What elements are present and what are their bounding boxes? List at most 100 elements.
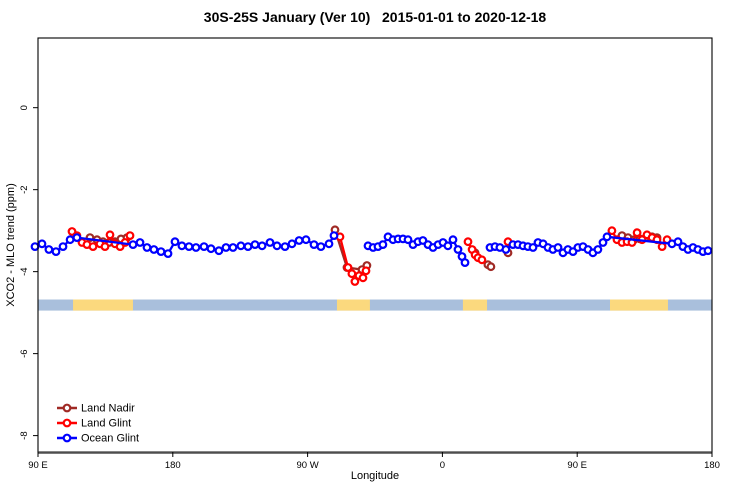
legend-label: Land Nadir — [81, 403, 135, 415]
y-tick-label: -6 — [19, 349, 30, 357]
data-point — [37, 239, 47, 249]
data-point — [128, 240, 138, 250]
legend-item-land-glint: Land Glint — [57, 418, 131, 430]
data-point — [243, 242, 253, 252]
y-tick-label: -4 — [19, 267, 30, 275]
y-tick-label: -2 — [19, 185, 30, 193]
data-point — [703, 246, 713, 256]
band-land-segment — [73, 299, 133, 311]
data-point — [287, 239, 297, 249]
data-point — [358, 273, 368, 283]
legend-marker-icon — [62, 418, 72, 428]
data-point — [236, 241, 246, 251]
x-axis-label: Longitude — [350, 470, 400, 482]
data-point — [593, 245, 603, 254]
data-point — [324, 239, 334, 249]
data-point — [125, 231, 135, 241]
legend-marker-icon — [62, 403, 72, 413]
data-point — [486, 262, 496, 272]
x-tick-label: 180 — [704, 460, 720, 471]
data-point — [477, 255, 487, 265]
data-point — [673, 237, 683, 247]
data-point — [329, 231, 339, 241]
data-point — [553, 243, 563, 252]
data-point — [463, 237, 473, 247]
data-point — [58, 242, 68, 252]
data-point — [214, 246, 224, 256]
data-point — [44, 245, 54, 254]
data-point — [453, 245, 463, 254]
data-point — [602, 232, 612, 242]
data-point — [528, 243, 538, 252]
data-point — [191, 243, 201, 252]
chart-title: 30S-25S January (Ver 10) 2015-01-01 to 2… — [203, 9, 547, 25]
axes-ticks: 90 E 180 90 W 0 90 E 180 0 -2 -4 -6 -8 — [19, 105, 720, 471]
data-point — [257, 241, 267, 251]
data-point — [206, 244, 216, 254]
surface-type-band — [38, 299, 712, 311]
data-point — [65, 235, 75, 245]
x-tick-label: 90 W — [297, 460, 319, 471]
y-axis-label: XCO2 - MLO trend (ppm) — [5, 183, 17, 307]
data-point — [443, 241, 453, 251]
band-land-segment — [336, 299, 370, 311]
data-point — [361, 266, 371, 276]
legend: Land Nadir Land Glint Ocean Glint — [57, 403, 139, 445]
data-point — [272, 241, 282, 251]
data-point — [149, 245, 159, 254]
data-point — [199, 242, 209, 252]
data-point — [607, 226, 617, 236]
data-point — [280, 242, 290, 252]
legend-item-ocean-glint: Ocean Glint — [57, 433, 139, 445]
data-point — [105, 230, 115, 240]
y-tick-label: -8 — [19, 431, 30, 439]
data-point — [316, 242, 326, 252]
legend-label: Ocean Glint — [81, 433, 139, 445]
x-tick-label: 90 E — [28, 460, 48, 471]
data-point — [403, 235, 413, 245]
legend-marker-icon — [62, 433, 72, 443]
data-point — [598, 238, 608, 247]
data-point — [177, 241, 187, 251]
data-point — [142, 243, 152, 252]
data-point — [135, 238, 145, 247]
legend-label: Land Glint — [81, 418, 131, 430]
band-land-segment — [610, 299, 668, 311]
x-tick-label: 180 — [165, 460, 181, 471]
data-point — [170, 237, 180, 247]
data-point — [460, 258, 470, 268]
band-land-segment — [462, 299, 488, 311]
data-point — [221, 243, 231, 252]
data-point — [448, 235, 458, 245]
x-tick-label: 0 — [440, 460, 445, 471]
data-point — [30, 242, 40, 252]
series-ocean-glint — [30, 231, 713, 268]
data-point — [501, 245, 511, 254]
data-point — [100, 242, 110, 252]
data-point — [51, 247, 61, 257]
data-point — [228, 243, 238, 252]
data-point — [301, 235, 311, 245]
data-point — [265, 238, 275, 247]
data-point — [250, 240, 260, 250]
data-point — [378, 240, 388, 250]
data-point — [309, 240, 319, 250]
y-tick-label: 0 — [19, 105, 30, 110]
legend-item-land-nadir: Land Nadir — [57, 403, 135, 415]
data-point — [184, 242, 194, 252]
data-point — [72, 233, 82, 243]
band-ocean-segment — [38, 299, 712, 311]
data-point — [632, 228, 642, 238]
data-point — [657, 242, 667, 252]
data-point — [347, 269, 357, 279]
data-point — [294, 236, 304, 245]
data-point — [343, 263, 353, 272]
data-point — [156, 247, 166, 257]
data-point — [163, 249, 173, 259]
series-land-glint — [67, 226, 672, 286]
data-point — [350, 277, 360, 286]
x-tick-label: 90 E — [567, 460, 587, 471]
data-point — [88, 242, 98, 252]
